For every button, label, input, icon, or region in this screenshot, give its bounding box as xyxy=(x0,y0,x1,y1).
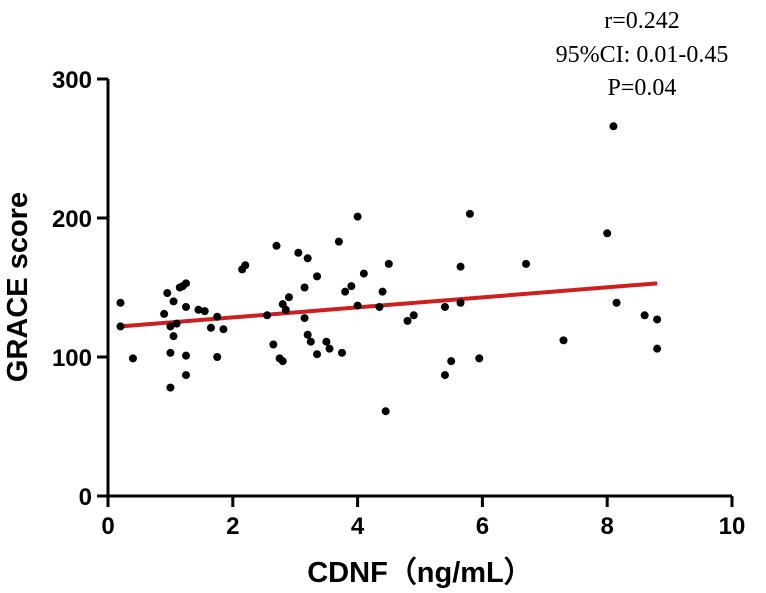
data-point xyxy=(475,354,484,363)
data-point xyxy=(612,298,621,307)
x-tick-label: 4 xyxy=(351,513,365,540)
y-tick-label: 0 xyxy=(79,484,92,511)
data-point xyxy=(300,314,309,323)
data-point xyxy=(303,330,312,339)
data-point xyxy=(160,309,169,318)
x-tick-label: 10 xyxy=(719,513,746,540)
data-point xyxy=(640,311,649,320)
data-point xyxy=(306,337,315,346)
data-point xyxy=(219,325,228,334)
data-point xyxy=(294,248,303,257)
data-point xyxy=(313,272,322,281)
data-point xyxy=(653,344,662,353)
data-point xyxy=(440,302,449,311)
data-point xyxy=(263,311,272,320)
data-point xyxy=(353,212,362,221)
data-point xyxy=(609,122,618,131)
x-axis-title: CDNF（ng/mL） xyxy=(307,556,533,589)
data-point xyxy=(206,323,215,332)
stats-annotations: r=0.242 95%CI: 0.01-0.45 P=0.04 xyxy=(556,8,729,101)
data-point xyxy=(128,354,137,363)
data-point xyxy=(169,297,178,306)
data-point xyxy=(465,209,474,218)
data-point xyxy=(456,298,465,307)
data-point xyxy=(447,357,456,366)
data-point xyxy=(653,315,662,324)
data-point xyxy=(166,348,175,357)
data-point xyxy=(182,351,190,360)
data-point xyxy=(313,350,322,359)
x-tick-label: 0 xyxy=(101,513,114,540)
data-point xyxy=(241,261,250,270)
data-point xyxy=(381,407,390,416)
data-point xyxy=(163,289,172,298)
data-point xyxy=(182,371,190,380)
annotation-r: r=0.242 xyxy=(604,8,680,34)
data-point xyxy=(300,283,309,292)
y-tick-label: 100 xyxy=(52,345,92,372)
y-tick-label: 200 xyxy=(52,206,92,233)
data-point xyxy=(403,316,412,325)
data-point xyxy=(166,322,175,331)
data-point xyxy=(213,312,222,321)
data-point xyxy=(281,305,290,314)
data-point xyxy=(169,332,178,341)
data-point xyxy=(116,298,125,307)
data-point xyxy=(522,259,531,268)
data-point xyxy=(182,302,190,311)
data-point xyxy=(384,259,393,268)
data-point xyxy=(334,237,343,246)
data-point xyxy=(166,383,175,392)
ticks xyxy=(97,77,734,507)
annotation-ci: 95%CI: 0.01-0.45 xyxy=(556,42,729,68)
data-point xyxy=(213,353,222,361)
y-tick-label: 300 xyxy=(52,67,92,94)
data-point xyxy=(440,371,449,380)
data-point xyxy=(353,301,362,310)
data-point xyxy=(347,282,356,291)
data-point xyxy=(338,348,346,357)
data-point xyxy=(182,279,190,288)
data-point xyxy=(284,293,293,302)
data-point xyxy=(116,322,125,331)
regression-line xyxy=(120,281,658,329)
data-point xyxy=(172,319,181,328)
data-point xyxy=(456,262,465,271)
data-point xyxy=(322,337,331,346)
x-tick-label: 6 xyxy=(476,513,489,540)
data-point xyxy=(375,302,384,311)
data-point xyxy=(603,229,612,238)
x-tick-label: 8 xyxy=(601,513,614,540)
data-point xyxy=(325,344,334,353)
x-tick-label: 2 xyxy=(226,513,239,540)
axes xyxy=(106,79,732,498)
data-point xyxy=(341,287,350,296)
data-points xyxy=(116,122,662,416)
data-point xyxy=(278,357,287,366)
data-point xyxy=(194,305,203,314)
data-point xyxy=(409,311,418,320)
data-point xyxy=(559,336,568,345)
data-point xyxy=(303,254,312,263)
y-axis-title: GRACE score xyxy=(2,192,34,382)
annotation-p: P=0.04 xyxy=(608,75,677,101)
data-point xyxy=(200,307,209,316)
data-point xyxy=(378,287,387,296)
data-point xyxy=(272,241,281,250)
data-point xyxy=(269,340,278,349)
data-point xyxy=(359,269,368,278)
